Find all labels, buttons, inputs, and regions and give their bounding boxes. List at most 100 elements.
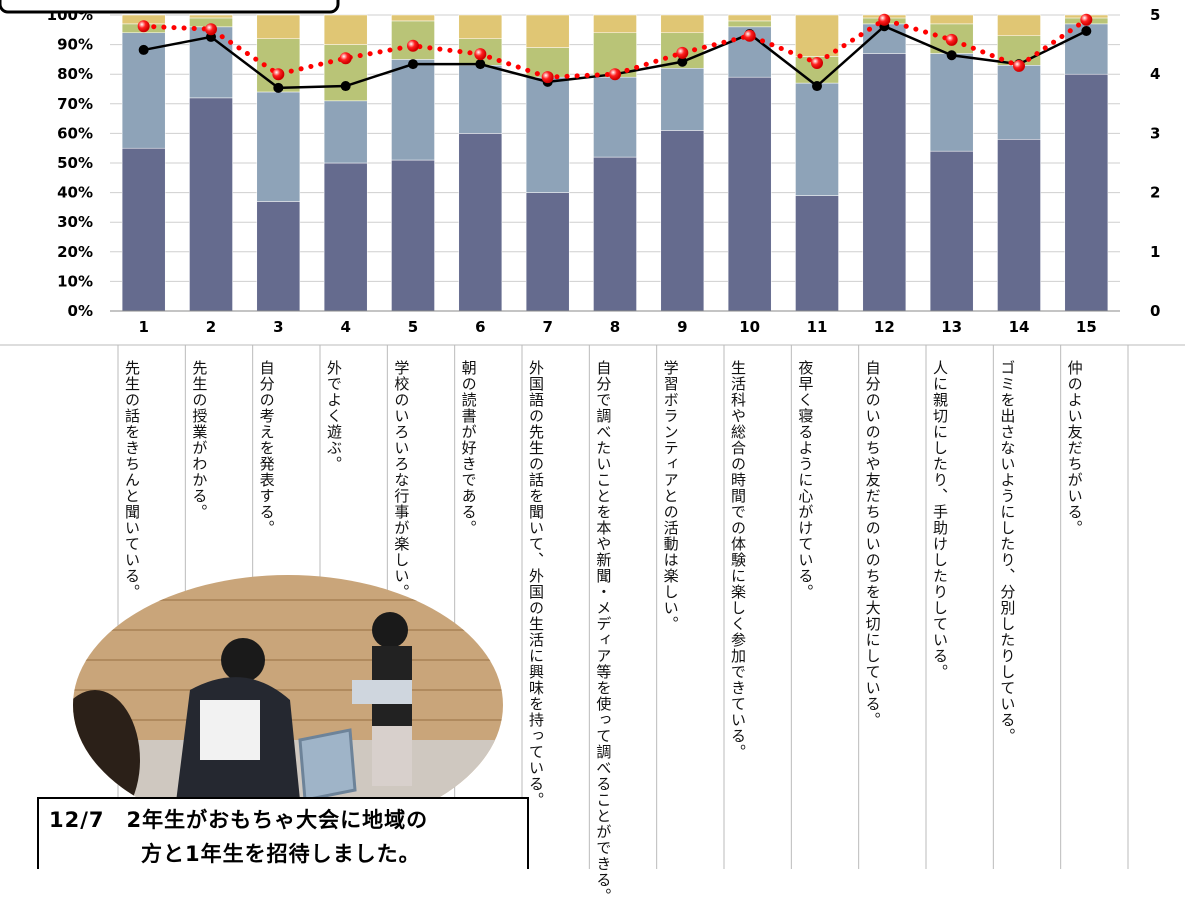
bar-segment xyxy=(929,53,974,152)
y-tick-label: 90% xyxy=(57,36,93,54)
line-marker xyxy=(138,44,149,55)
bar-segment xyxy=(795,14,839,57)
bar-segment xyxy=(458,65,503,134)
bar-segment xyxy=(189,97,233,312)
y-tick-label: 80% xyxy=(57,65,93,83)
bar-segment xyxy=(256,201,301,312)
caption-line: 方と1年生を招待しました。 xyxy=(141,842,421,866)
bar-segment xyxy=(727,76,772,312)
line-marker xyxy=(676,46,689,59)
line-marker xyxy=(339,52,352,65)
line-marker xyxy=(743,29,756,42)
bar-segment xyxy=(997,139,1041,312)
bar-segment xyxy=(795,82,839,196)
statement: 学習ボランティアとの活動は楽しい。 xyxy=(661,360,680,632)
y2-tick-label: 1 xyxy=(1150,243,1160,261)
line-marker xyxy=(946,50,957,61)
bar-segment xyxy=(458,14,503,39)
x-tick-label: 15 xyxy=(1076,318,1097,336)
line-marker xyxy=(677,56,688,67)
statement: 人に親切にしたり、手助けしたりしている。 xyxy=(931,360,949,680)
bar-segment xyxy=(1064,73,1109,312)
bar-segment xyxy=(525,14,570,48)
y-tick-label: 60% xyxy=(57,124,93,142)
bar-segment xyxy=(458,133,503,312)
header-box xyxy=(0,0,340,14)
bar-segment xyxy=(660,130,705,312)
bar-segment xyxy=(593,14,637,34)
y2-tick-label: 5 xyxy=(1150,6,1160,24)
x-tick-label: 14 xyxy=(1009,318,1030,336)
statement: 朝の読書が好きである。 xyxy=(459,360,478,536)
y-tick-label: 50% xyxy=(57,154,93,172)
statement: 夜早く寝るように心がけている。 xyxy=(796,360,815,600)
statement: 先生の授業がわかる。 xyxy=(190,360,209,520)
x-tick-label: 10 xyxy=(739,318,760,336)
y-tick-label: 40% xyxy=(57,184,93,202)
statement: 自分の考えを発表する。 xyxy=(257,360,276,536)
line-marker xyxy=(205,23,217,36)
x-tick-label: 12 xyxy=(874,318,895,336)
caption-line: 12/7 2年生がおもちゃ大会に地域の xyxy=(49,808,429,832)
y-tick-label: 70% xyxy=(57,95,93,113)
bar-segment xyxy=(593,156,637,312)
line-marker xyxy=(474,48,487,61)
line-marker xyxy=(273,82,284,93)
y2-tick-label: 3 xyxy=(1150,124,1160,142)
line-marker xyxy=(812,81,822,92)
line-marker xyxy=(137,20,150,33)
bar-segment xyxy=(323,100,368,164)
bar-segment xyxy=(929,150,974,312)
y2-tick-label: 0 xyxy=(1150,302,1160,320)
x-tick-label: 8 xyxy=(610,318,620,336)
y2-tick-label: 4 xyxy=(1150,65,1160,83)
bar-segment xyxy=(323,162,368,312)
bar-segment xyxy=(189,14,233,19)
statement: ゴミを出さないようにしたり、分別したりしている。 xyxy=(998,360,1017,744)
bar-segment xyxy=(256,14,301,39)
bar-segment xyxy=(391,14,435,22)
line-marker xyxy=(408,59,418,70)
x-tick-label: 7 xyxy=(542,318,552,336)
y-tick-label: 20% xyxy=(57,243,93,261)
line-marker xyxy=(811,56,823,69)
bar-segment xyxy=(727,20,772,28)
x-tick-label: 11 xyxy=(807,318,828,336)
x-tick-label: 6 xyxy=(475,318,485,336)
x-tick-label: 5 xyxy=(408,318,418,336)
bar-segment xyxy=(997,65,1041,140)
line-marker xyxy=(1013,59,1025,72)
bar-segment xyxy=(323,14,368,45)
statement: 自分で調べたいことを本や新聞・メディア等を使って調べることができる。 xyxy=(594,360,613,904)
bar-segment xyxy=(391,59,435,161)
x-tick-label: 9 xyxy=(677,318,687,336)
x-tick-label: 13 xyxy=(941,318,962,336)
plot: 0%10%20%30%40%50%60%70%80%90%100%0123451… xyxy=(47,6,1161,336)
bar-segment xyxy=(660,14,705,34)
bar-segment xyxy=(121,147,166,312)
line-marker xyxy=(1080,13,1093,26)
x-tick-label: 3 xyxy=(273,318,283,336)
bar-segment xyxy=(727,14,772,22)
line-marker xyxy=(475,59,486,70)
bar-segment xyxy=(660,68,705,131)
statement: 自分のいのちや友だちのいのちを大切にしている。 xyxy=(863,360,882,728)
statement: 先生の話をきちんと聞いている。 xyxy=(123,360,141,600)
y-tick-label: 0% xyxy=(68,302,93,320)
line-marker xyxy=(340,81,351,92)
statement: 外でよく遊ぶ。 xyxy=(325,360,343,472)
statement: 外国語の先生の話を聞いて、外国の生活に興味を持っている。 xyxy=(527,360,545,808)
bar-segment xyxy=(525,192,570,312)
bar-segment xyxy=(795,195,839,312)
line-marker xyxy=(1081,25,1092,36)
bar-segment xyxy=(256,91,301,202)
chart: 0%10%20%30%40%50%60%70%80%90%100%0123451… xyxy=(0,0,1185,869)
bar-segment xyxy=(391,159,435,312)
photo xyxy=(73,575,503,835)
statement: 学校のいろいろな行事が楽しい。 xyxy=(392,360,411,600)
statement: 仲のよい友だちがいる。 xyxy=(1065,360,1084,536)
line-marker xyxy=(878,13,891,26)
bar-segment xyxy=(929,14,974,25)
statement: 生活科や総合の時間での体験に楽しく参加できている。 xyxy=(729,360,747,760)
bar-segment xyxy=(997,14,1041,36)
